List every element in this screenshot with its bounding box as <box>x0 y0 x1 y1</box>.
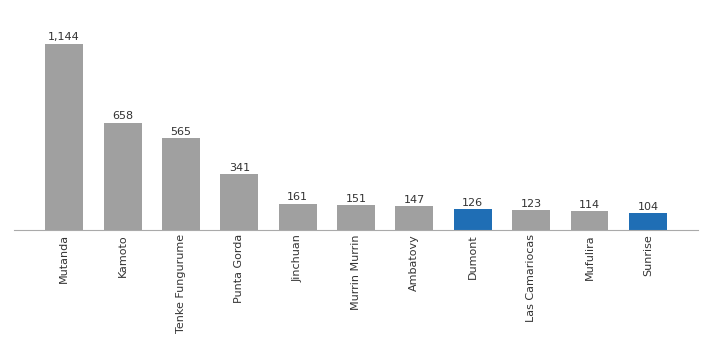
Bar <box>512 210 550 230</box>
Text: 126: 126 <box>462 198 484 208</box>
Bar <box>454 209 492 230</box>
Bar <box>278 203 317 230</box>
Bar <box>162 138 200 230</box>
Text: 147: 147 <box>404 195 425 204</box>
Bar <box>104 123 142 230</box>
Text: 565: 565 <box>171 127 191 137</box>
Text: 114: 114 <box>579 200 600 210</box>
Bar <box>396 206 434 230</box>
Text: 1,144: 1,144 <box>48 32 80 42</box>
Text: 161: 161 <box>287 192 308 202</box>
Bar <box>45 44 83 230</box>
Text: 104: 104 <box>637 201 658 212</box>
Bar <box>629 213 667 230</box>
Bar <box>220 174 258 230</box>
Text: 341: 341 <box>228 163 250 173</box>
Text: 151: 151 <box>345 194 367 204</box>
Text: 658: 658 <box>112 112 133 121</box>
Text: 123: 123 <box>520 198 541 209</box>
Bar <box>337 205 375 230</box>
Bar <box>570 211 608 230</box>
